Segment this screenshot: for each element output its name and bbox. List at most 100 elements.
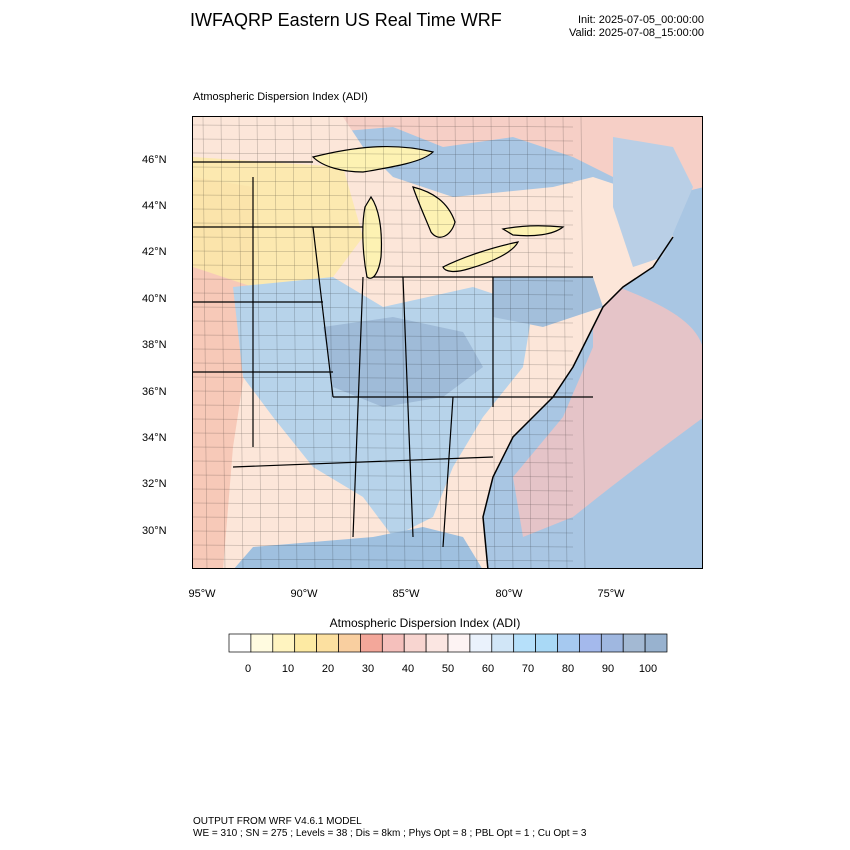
atlantic-coastline (482, 236, 674, 568)
county-line (193, 488, 574, 492)
county-line (193, 446, 574, 450)
boundary-line (352, 276, 364, 538)
county-line (220, 117, 226, 568)
colorbar-tick-label: 50 (441, 663, 455, 675)
lake-huron (412, 186, 456, 238)
init-time: Init: 2025-07-05_00:00:00 (578, 14, 704, 26)
county-line (193, 474, 574, 478)
colorbar-box (469, 633, 493, 653)
lat-label: 34°N (142, 432, 167, 444)
county-line (193, 208, 574, 212)
colorbar-box (447, 633, 471, 653)
county-line (382, 117, 388, 568)
county-line (193, 292, 574, 296)
kentucky-region (323, 317, 483, 407)
upper-midwest-region (193, 157, 363, 287)
county-line (193, 222, 574, 226)
county-line (193, 334, 574, 338)
county-line (526, 117, 532, 568)
county-line (472, 117, 478, 568)
lon-label: 85°W (392, 588, 420, 600)
county-line (193, 348, 574, 352)
atlantic-high-adi-region (513, 277, 702, 537)
county-line (193, 194, 574, 198)
boundary-line (442, 396, 454, 548)
gulf-of-mexico (234, 527, 482, 568)
county-line (193, 320, 574, 324)
new-england-region (613, 137, 693, 267)
county-line (193, 530, 574, 534)
county-line (193, 558, 574, 562)
lon-label: 90°W (290, 588, 318, 600)
colorbar-box (360, 633, 383, 653)
county-line (544, 117, 550, 568)
colorbar-tick-label: 20 (321, 663, 335, 675)
county-line (193, 278, 574, 282)
colorbar-box (381, 633, 405, 653)
county-line (193, 404, 574, 408)
county-line (580, 117, 586, 568)
colorbar-box (403, 633, 427, 653)
lat-label: 42°N (142, 246, 167, 258)
county-line (193, 236, 574, 240)
colorbar-box (272, 633, 296, 653)
boundary-line (312, 226, 334, 398)
county-line (193, 138, 574, 142)
lake-erie (442, 241, 520, 273)
county-line (193, 460, 574, 464)
colorbar-box (316, 633, 339, 653)
colorbar-box (644, 633, 668, 653)
county-line (193, 390, 574, 394)
colorbar-tick-label: 70 (521, 663, 535, 675)
county-line (238, 117, 244, 568)
colorbar-box (579, 633, 602, 653)
lat-label: 30°N (142, 525, 167, 537)
county-line (193, 306, 574, 310)
county-line (346, 117, 352, 568)
county-line (454, 117, 460, 568)
lon-label: 75°W (597, 588, 625, 600)
colorbar (228, 633, 668, 653)
valid-time: Valid: 2025-07-08_15:00:00 (569, 27, 704, 39)
county-line (508, 117, 514, 568)
colorbar-box (557, 633, 580, 653)
colorbar-tick-label: 0 (244, 663, 252, 675)
county-line (310, 117, 316, 568)
colorbar-title: Atmospheric Dispersion Index (ADI) (329, 616, 521, 630)
county-line (193, 502, 574, 506)
county-line (193, 264, 574, 268)
canada-region (193, 117, 702, 197)
county-line (193, 362, 574, 366)
field-subtitle: Atmospheric Dispersion Index (ADI) (193, 91, 368, 103)
colorbar-box (491, 633, 515, 653)
colorbar-tick-label: 80 (561, 663, 575, 675)
colorbar-box (535, 633, 558, 653)
lat-label: 32°N (142, 478, 167, 490)
model-info-line2: WE = 310 ; SN = 275 ; Levels = 38 ; Dis … (193, 828, 587, 839)
county-line (202, 117, 208, 568)
colorbar-box (338, 633, 361, 653)
county-line (193, 418, 574, 422)
colorbar-box (250, 633, 274, 653)
state-boundaries (193, 161, 593, 548)
colorbar-tick-label: 100 (638, 663, 658, 675)
county-line (418, 117, 424, 568)
lat-label: 46°N (142, 154, 167, 166)
county-line (193, 544, 574, 548)
county-line (400, 117, 406, 568)
colorbar-box (425, 633, 449, 653)
lat-label: 44°N (142, 200, 167, 212)
pennsylvania-region (493, 277, 603, 327)
colorbar-box (622, 633, 646, 653)
lat-label: 38°N (142, 339, 167, 351)
lon-label: 95°W (188, 588, 216, 600)
colorbar-tick-label: 10 (281, 663, 295, 675)
lake-superior (311, 145, 435, 173)
lat-label: 40°N (142, 293, 167, 305)
county-line (193, 124, 574, 128)
county-line (193, 516, 574, 520)
colorbar-tick-label: 90 (601, 663, 615, 675)
county-line (256, 117, 262, 568)
county-line (364, 117, 370, 568)
county-line (328, 117, 334, 568)
